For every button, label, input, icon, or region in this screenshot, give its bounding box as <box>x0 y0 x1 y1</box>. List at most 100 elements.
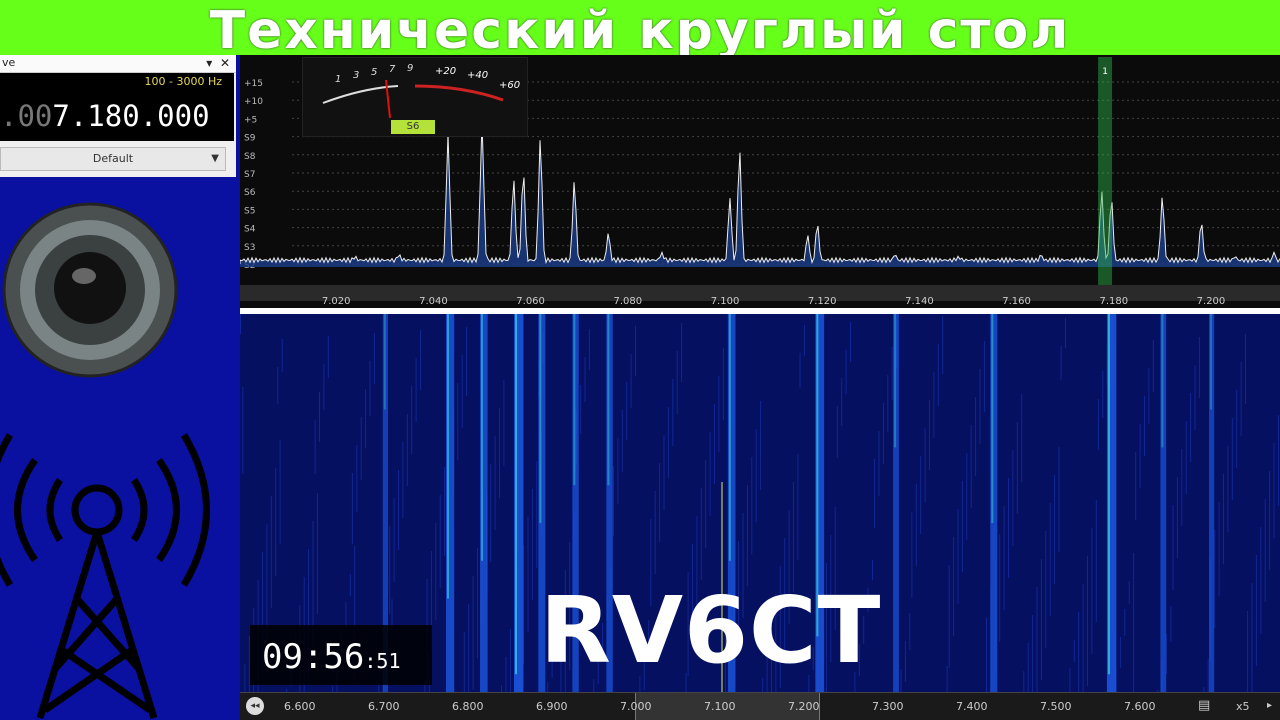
waterfall-noise <box>1152 340 1154 392</box>
waterfall-noise <box>722 348 724 420</box>
waterfall-noise <box>499 408 500 498</box>
waterfall-noise <box>1027 643 1029 692</box>
waterfall-noise <box>1198 337 1200 398</box>
waterfall-noise <box>393 498 395 582</box>
list-icon[interactable]: ▤ <box>1198 698 1211 713</box>
chevron-down-icon: ▼ <box>211 153 219 164</box>
waterfall-noise <box>621 410 623 472</box>
waterfall-noise <box>365 389 367 448</box>
waterfall-noise <box>277 367 279 404</box>
waterfall-noise <box>630 354 632 408</box>
frequency-value: 7.180.000 <box>52 99 210 133</box>
waterfall-noise <box>501 685 503 692</box>
zoom-level[interactable]: x5 <box>1236 700 1250 713</box>
waterfall-noise <box>676 351 678 414</box>
splitter[interactable] <box>240 308 1280 314</box>
waterfall-noise <box>942 316 944 374</box>
vfo-marker[interactable] <box>1098 57 1113 285</box>
waterfall-noise <box>937 344 939 406</box>
waterfall-noise <box>360 417 362 480</box>
waterfall-noise <box>825 563 827 692</box>
scroll-tick-label: 6.700 <box>368 700 400 713</box>
waterfall-noise <box>466 327 468 396</box>
waterfall-noise <box>1231 418 1233 500</box>
waterfall-noise <box>1139 424 1141 488</box>
waterfall-noise <box>1269 471 1271 570</box>
left-sidebar: ve ▾ ✕ 100 - 3000 Hz .007.180.000 Default… <box>0 55 240 720</box>
waterfall-noise <box>1016 422 1018 514</box>
waterfall-noise <box>672 379 674 446</box>
spectrum-display[interactable]: +15+10+5S9S8S7S6S5S4S3S27.0207.0407.0607… <box>240 55 1280 308</box>
waterfall-noise <box>793 482 794 592</box>
waterfall-noise <box>1087 556 1088 686</box>
waterfall-signal <box>815 314 825 692</box>
waterfall-noise <box>957 509 959 604</box>
waterfall-noise <box>635 326 636 376</box>
waterfall-noise <box>933 372 935 438</box>
waterfall-noise <box>406 414 408 486</box>
chevron-right-icon[interactable]: ▸ <box>1267 700 1273 711</box>
meter-scale-over <box>414 84 504 102</box>
meter-scale-label: +20 <box>435 66 456 77</box>
waterfall-noise <box>312 521 314 646</box>
waterfall-noise <box>569 542 571 670</box>
scroll-tick-label: 7.000 <box>620 700 652 713</box>
waterfall-noise <box>788 510 790 624</box>
waterfall-noise <box>1021 394 1023 482</box>
waterfall-signal-core <box>515 314 518 675</box>
waterfall-noise <box>650 519 652 606</box>
waterfall-noise <box>373 333 375 384</box>
waterfall-noise <box>266 524 268 640</box>
x-tick-label: 7.040 <box>419 296 448 307</box>
waterfall-noise <box>709 432 711 516</box>
waterfall-noise <box>1251 583 1253 692</box>
dropdown-icon[interactable]: ▾ <box>206 56 213 70</box>
meter-scale-label: 3 <box>353 70 359 81</box>
waterfall-noise <box>1036 587 1038 692</box>
frequency-scrollbar[interactable]: ◂◂ 6.600 6.700 6.800 6.900 7.000 7.100 7.200 7.… <box>240 692 1280 720</box>
waterfall-noise <box>1240 362 1242 436</box>
frequency-leading: .00 <box>0 99 53 133</box>
spectrum-plot[interactable]: +15+10+5S9S8S7S6S5S4S3S27.0207.0407.0607… <box>240 55 1280 308</box>
preset-select[interactable]: Default ▼ <box>0 147 226 171</box>
waterfall-noise <box>391 599 393 634</box>
waterfall-noise <box>527 517 529 632</box>
waterfall-signal <box>446 314 455 692</box>
waterfall-noise <box>858 644 860 676</box>
waterfall-noise <box>1058 447 1060 552</box>
waterfall-noise <box>872 560 873 580</box>
y-tick-label: +10 <box>244 97 263 107</box>
scroll-tick-label: 7.200 <box>788 700 820 713</box>
waterfall-noise <box>692 544 693 644</box>
waterfall-noise <box>836 406 838 458</box>
waterfall-noise <box>316 493 318 614</box>
stream-title: Технический круглый стол <box>0 0 1280 61</box>
waterfall-noise <box>398 470 399 550</box>
close-icon[interactable]: ✕ <box>219 56 230 70</box>
frequency-display[interactable]: 100 - 3000 Hz .007.180.000 <box>0 73 234 141</box>
waterfall-noise <box>1078 612 1080 692</box>
waterfall-noise <box>948 565 950 668</box>
waterfall-noise <box>1045 531 1047 648</box>
waterfall-signal-core <box>539 314 542 523</box>
panel-header: ve ▾ ✕ <box>0 55 236 73</box>
waterfall-signal-core <box>1161 314 1164 448</box>
waterfall-signal <box>538 314 546 692</box>
scroll-tick-label: 6.900 <box>536 700 568 713</box>
waterfall-noise <box>556 626 557 646</box>
meter-scale-label: 5 <box>371 67 377 78</box>
waterfall-noise <box>830 535 832 662</box>
scroll-thumb[interactable] <box>635 693 820 720</box>
rewind-icon[interactable]: ◂◂ <box>246 697 264 715</box>
waterfall-noise <box>1095 500 1097 622</box>
x-tick-label: 7.180 <box>1099 296 1128 307</box>
waterfall-signal-core <box>894 314 897 448</box>
x-tick-label: 7.020 <box>322 296 351 307</box>
waterfall-noise <box>523 545 525 664</box>
waterfall-signal <box>514 314 524 692</box>
waterfall-noise <box>1194 365 1196 430</box>
waterfall-noise <box>953 537 955 636</box>
s-meter-reading: S6 <box>391 120 435 134</box>
waterfall-noise <box>463 632 465 692</box>
waterfall-noise <box>714 404 715 484</box>
